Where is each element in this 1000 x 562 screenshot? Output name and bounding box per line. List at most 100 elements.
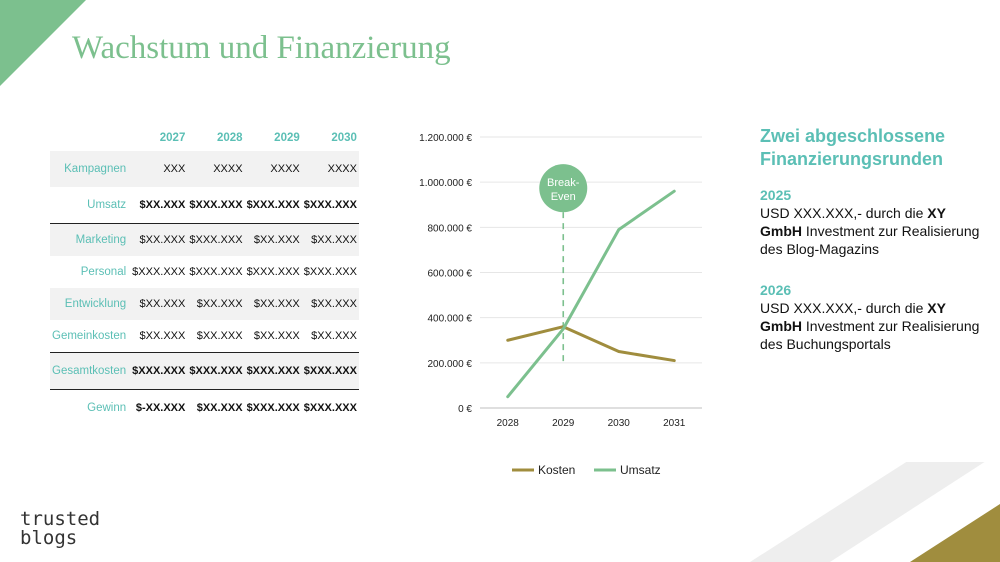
table-cell: $XX.XXX <box>196 330 243 342</box>
table-cell: $XXX.XXX <box>189 199 243 211</box>
table-cell: $XXX.XXX <box>187 352 245 390</box>
funding-panel: Zwei abgeschlossene Finanzierungsrunden … <box>760 125 990 353</box>
table-cell: XXXX <box>301 151 359 187</box>
table-cell: $XX.XXX <box>130 288 188 320</box>
table-row-umsatz: Umsatz $XX.XXX $XXX.XXX $XXX.XXX $XXX.XX… <box>50 187 359 224</box>
investor-name: XY GmbH <box>760 300 946 334</box>
funding-description: USD XXX.XXX,- durch die XY GmbH Investme… <box>760 299 990 353</box>
row-label: Personal <box>80 266 127 278</box>
column-header-year: 2027 <box>159 132 186 144</box>
funding-title-line: Finanzierungsrunden <box>760 149 944 169</box>
logo-line: blogs <box>20 527 78 549</box>
table-cell: $XXX.XXX <box>187 223 245 256</box>
table-cell: $XX.XXX <box>244 288 302 320</box>
break-even-label: Break- <box>547 177 580 189</box>
row-label: Umsatz <box>87 199 127 211</box>
financial-table: 2027 2028 2029 2030 Kampagnen XXX XXXX X… <box>50 125 359 426</box>
break-even-label: Even <box>551 191 576 203</box>
y-tick-label: 800.000 € <box>428 223 473 234</box>
table-cell: $XXX.XXX <box>301 352 359 390</box>
table-cell: $XX.XXX <box>139 330 186 342</box>
table-cell: $XXX.XXX <box>303 266 357 278</box>
table-cell: $XX.XXX <box>301 223 359 256</box>
deco-triangle <box>910 504 1000 562</box>
funding-text: USD XXX.XXX,- durch die <box>760 205 928 221</box>
table-cell: $XXX.XXX <box>301 389 359 426</box>
series-line-umsatz <box>506 189 676 399</box>
x-tick-label: 2030 <box>608 418 631 429</box>
table-cell: XXXX <box>187 151 245 187</box>
column-header-year: 2030 <box>331 132 357 144</box>
funding-text: Investment zur Realisierung des Blog-Mag… <box>760 223 980 257</box>
funding-round-2025: 2025 USD XXX.XXX,- durch die XY GmbH Inv… <box>760 187 990 258</box>
funding-text: Investment zur Realisierung des Buchungs… <box>760 318 980 352</box>
table-cell: XXX <box>130 151 188 187</box>
table-row-kampagnen: Kampagnen XXX XXXX XXXX XXXX <box>50 151 359 187</box>
table-cell: $XXX.XXX <box>244 389 302 426</box>
deco-stripe <box>750 462 985 562</box>
funding-round-2026: 2026 USD XXX.XXX,- durch die XY GmbH Inv… <box>760 282 990 353</box>
y-axis-ticks: 0 € 200.000 € 400.000 € 600.000 € 800.000 € 1… <box>419 133 472 415</box>
table-header-row: 2027 2028 2029 2030 <box>50 125 359 151</box>
logo-line: trusted <box>20 508 101 530</box>
funding-text: USD XXX.XXX,- durch die <box>760 300 928 316</box>
x-tick-label: 2031 <box>663 418 686 429</box>
table-cell: XXXX <box>244 151 302 187</box>
funding-title-line: Zwei abgeschlossene <box>760 126 946 146</box>
table-cell: $XX.XXX <box>187 288 245 320</box>
y-tick-label: 1.200.000 € <box>419 133 472 144</box>
table-cell: $XX.XXX <box>253 330 300 342</box>
column-header-year: 2028 <box>216 132 243 144</box>
y-tick-label: 0 € <box>458 404 472 415</box>
legend-label-umsatz: Umsatz <box>620 463 661 477</box>
table-cell: $XXX.XXX <box>246 266 300 278</box>
table-cell: $XX.XXX <box>301 288 359 320</box>
row-label: Gemeinkosten <box>52 330 127 342</box>
chart-grid <box>480 136 702 409</box>
table-row-entwicklung: Entwicklung $XX.XXX $XX.XXX $XX.XXX $XX.… <box>50 288 359 320</box>
table-cell: $-XX.XXX <box>130 389 188 426</box>
table-cell: $XXX.XXX <box>303 199 357 211</box>
table-row-gemeinkosten: Gemeinkosten $XX.XXX $XX.XXX $XX.XXX $XX… <box>50 320 359 353</box>
funding-year: 2026 <box>760 282 792 298</box>
break-even-circle <box>539 164 588 213</box>
x-axis-ticks: 2028 2029 2030 2031 <box>497 418 686 429</box>
y-tick-label: 1.000.000 € <box>419 178 472 189</box>
table-cell: $XX.XXX <box>187 389 245 426</box>
corner-decoration-bottom-right <box>750 462 1000 562</box>
funding-title: Zwei abgeschlossene Finanzierungsrunden <box>760 125 990 171</box>
series-line-kosten <box>506 325 676 363</box>
trusted-blogs-logo: trusted blogs <box>20 510 100 548</box>
page-title: Wachstum und Finanzierung <box>72 30 451 66</box>
break-even-marker: Break- Even <box>539 164 588 213</box>
table-row-gesamtkosten: Gesamtkosten $XXX.XXX $XXX.XXX $XXX.XXX … <box>50 352 359 390</box>
row-label: Marketing <box>50 223 131 256</box>
corner-decoration-top-left <box>0 0 86 86</box>
y-tick-label: 200.000 € <box>428 359 473 370</box>
table-cell: $XXX.XXX <box>130 352 188 390</box>
x-tick-label: 2028 <box>497 418 520 429</box>
funding-year: 2025 <box>760 187 792 203</box>
column-header-label <box>50 125 130 151</box>
legend-label-kosten: Kosten <box>538 463 575 477</box>
row-label: Gewinn <box>50 389 131 426</box>
table-cell: $XX.XXX <box>139 199 186 211</box>
chart-legend: Kosten Umsatz <box>512 463 661 477</box>
column-header-year: 2029 <box>274 132 300 144</box>
investor-name: XY GmbH <box>760 205 946 239</box>
y-tick-label: 600.000 € <box>428 269 473 280</box>
table-cell: $XX.XXX <box>130 223 188 256</box>
row-label: Kampagnen <box>50 151 131 187</box>
line-chart: 0 € 200.000 € 400.000 € 600.000 € 800.000 € 1… <box>419 133 702 477</box>
table-cell: $XXX.XXX <box>132 266 186 278</box>
table-cell: $XXX.XXX <box>246 199 300 211</box>
table-cell: $XXX.XXX <box>244 352 302 390</box>
x-tick-label: 2029 <box>552 418 575 429</box>
table-row-marketing: Marketing $XX.XXX $XXX.XXX $XX.XXX $XX.X… <box>50 223 359 256</box>
table-cell: $XXX.XXX <box>189 266 243 278</box>
funding-description: USD XXX.XXX,- durch die XY GmbH Investme… <box>760 204 990 258</box>
table-row-personal: Personal $XXX.XXX $XXX.XXX $XXX.XXX $XXX… <box>50 256 359 288</box>
y-tick-label: 400.000 € <box>428 314 473 325</box>
row-label: Entwicklung <box>50 288 131 320</box>
row-label: Gesamtkosten <box>50 352 131 390</box>
